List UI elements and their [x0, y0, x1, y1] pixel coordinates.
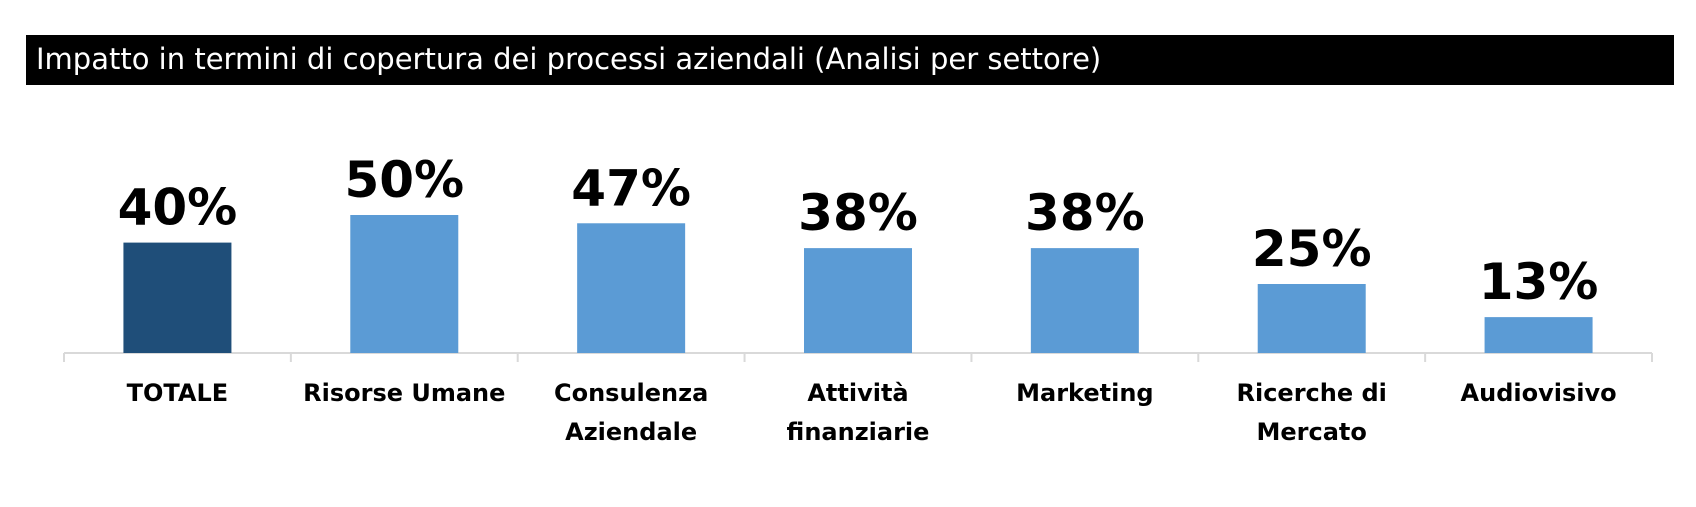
bar-1	[123, 242, 232, 353]
data-label-6: 25%	[1252, 220, 1372, 278]
bar-4	[804, 248, 912, 353]
chart-title: Impatto in termini di copertura dei proc…	[36, 42, 1102, 76]
bar-6	[1257, 284, 1366, 353]
category-label-3: Consulenza	[554, 379, 708, 407]
data-label-4: 38%	[798, 184, 918, 242]
category-label-1: TOTALE	[127, 379, 229, 407]
category-label-7: Audiovisivo	[1461, 379, 1617, 407]
category-label-3: Aziendale	[565, 418, 697, 446]
data-label-2: 50%	[344, 151, 464, 209]
category-label-5: Marketing	[1016, 379, 1153, 407]
bar-2	[350, 215, 459, 353]
bar-3	[577, 223, 686, 353]
data-label-3: 47%	[571, 159, 691, 217]
bar-7	[1484, 317, 1593, 353]
data-label-1: 40%	[118, 179, 238, 237]
data-label-5: 38%	[1025, 184, 1145, 242]
category-label-6: Mercato	[1257, 418, 1367, 446]
data-label-7: 13%	[1479, 253, 1599, 311]
category-label-4: finanziarie	[787, 418, 930, 446]
category-label-4: Attività	[807, 379, 908, 407]
category-label-6: Ricerche di	[1237, 379, 1387, 407]
bar-5	[1030, 248, 1139, 353]
category-label-2: Risorse Umane	[303, 379, 505, 407]
chart-title-bar: Impatto in termini di copertura dei proc…	[26, 35, 1674, 85]
